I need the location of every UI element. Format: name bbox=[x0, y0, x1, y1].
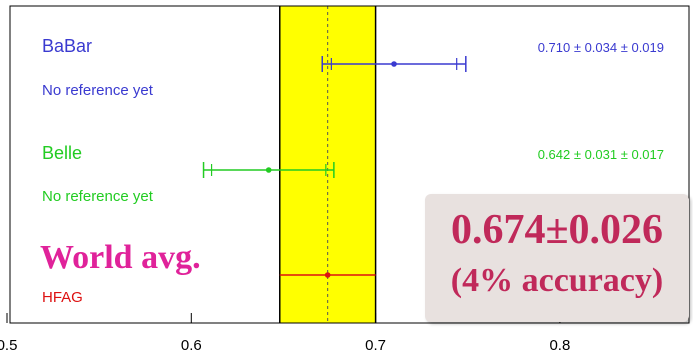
callout-accuracy: (4% accuracy) bbox=[450, 262, 664, 299]
data-point bbox=[324, 272, 331, 278]
plot-frame bbox=[9, 5, 690, 324]
series-value-text: 0.642 ± 0.031 ± 0.017 bbox=[538, 147, 664, 162]
series-name: BaBar bbox=[42, 36, 92, 56]
x-tick-label: 0.5 bbox=[0, 337, 17, 354]
x-tick-label: 0.6 bbox=[181, 337, 202, 354]
data-point bbox=[391, 61, 397, 67]
series-reference: No reference yet bbox=[42, 188, 154, 205]
series-value-text: 0.710 ± 0.034 ± 0.019 bbox=[538, 40, 664, 55]
x-tick-label: 0.7 bbox=[365, 337, 386, 354]
series-reference: No reference yet bbox=[42, 82, 154, 99]
callout-value: 0.674±0.026 bbox=[450, 207, 664, 253]
x-tick-label: 0.8 bbox=[549, 337, 570, 354]
series-reference: HFAG bbox=[42, 289, 83, 306]
series-name: World avg. bbox=[40, 239, 201, 276]
data-point bbox=[265, 167, 272, 173]
series-name: Belle bbox=[42, 143, 82, 163]
average-callout: 0.674±0.026 (4% accuracy) bbox=[425, 194, 689, 322]
